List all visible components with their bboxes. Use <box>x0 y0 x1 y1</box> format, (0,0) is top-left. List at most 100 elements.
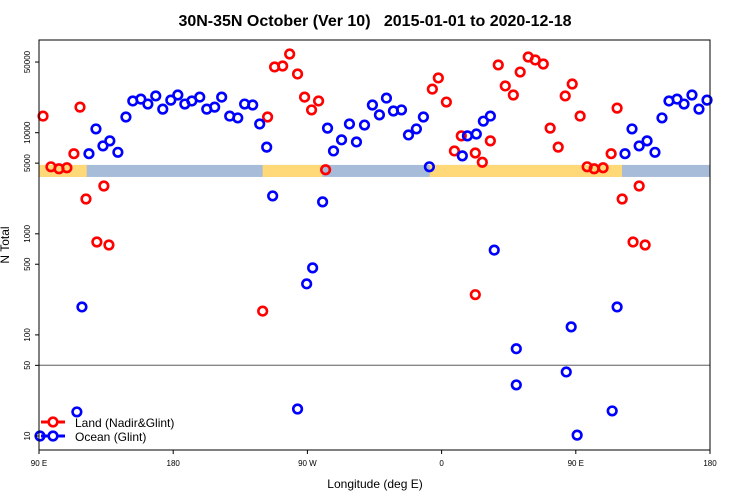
x-axis-label: Longitude (deg E) <box>327 477 422 491</box>
land-data-point <box>639 239 651 251</box>
land-data-point <box>80 193 92 205</box>
ocean-data-point <box>477 115 489 127</box>
ocean-data-point <box>83 148 95 160</box>
ocean-data-point <box>678 98 690 110</box>
ocean-data-point <box>343 118 356 130</box>
ocean-data-point <box>366 99 379 111</box>
ocean-data-point <box>619 148 631 160</box>
y-tick-label: 500 <box>23 257 32 271</box>
ocean-data-point <box>461 130 473 142</box>
ocean-data-point <box>112 146 124 158</box>
ocean-data-point <box>97 140 109 152</box>
ocean-data-point <box>209 101 221 113</box>
land-data-point <box>455 130 467 142</box>
land-data-point <box>432 72 444 84</box>
legend-item-land: Land (Nadir&Glint) <box>41 416 174 430</box>
ocean-data-point <box>611 301 623 313</box>
ocean-data-point <box>417 111 430 123</box>
ocean-data-point <box>456 150 468 162</box>
x-axis: 90 E 180 90 W 0 90 E 180 <box>31 450 717 468</box>
land-data-point <box>469 289 481 301</box>
land-data-point <box>514 66 526 78</box>
ocean-data-point <box>510 343 522 355</box>
land-data-point <box>476 156 488 168</box>
ocean-data-point <box>104 135 116 147</box>
legend-label-ocean: Ocean (Glint) <box>75 430 146 444</box>
land-data-point <box>537 58 549 70</box>
land-data-point <box>559 90 571 102</box>
ocean-data-point <box>395 104 408 116</box>
land-data-point <box>277 60 289 72</box>
y-tick-label: 50000 <box>23 50 32 73</box>
land-data-point <box>74 101 86 113</box>
ocean-data-point <box>380 92 393 104</box>
y-axis: 10 50 100 500 1000 5000 10000 50000 <box>23 50 39 440</box>
legend-item-ocean: Ocean (Glint) <box>41 430 146 444</box>
legend: Land (Nadir&Glint) Ocean (Glint) <box>41 416 174 444</box>
land-data-point <box>597 162 609 174</box>
ocean-data-point <box>90 123 102 135</box>
ocean-data-point <box>484 110 496 122</box>
ocean-data-point <box>120 111 132 123</box>
land-data-point <box>298 91 311 103</box>
land-data-point <box>261 111 274 123</box>
x-tick-label: 90 E <box>31 459 47 468</box>
x-tick-label: 90 E <box>568 459 584 468</box>
land-data-point <box>484 135 496 147</box>
ocean-data-point <box>671 93 683 105</box>
x-tick-label: 0 <box>439 459 444 468</box>
land-data-point <box>68 148 80 160</box>
ocean-data-point <box>510 379 522 391</box>
ocean-data-point <box>71 406 83 418</box>
ocean-data-point <box>686 89 698 101</box>
ocean-data-point <box>301 278 313 290</box>
ocean-data-point <box>327 145 340 157</box>
ocean-data-point <box>165 94 177 106</box>
land-data-point <box>426 83 438 95</box>
ocean-data-point <box>350 136 363 148</box>
plot-frame <box>38 39 711 451</box>
land-data-point <box>566 78 578 90</box>
ocean-data-point <box>335 134 348 146</box>
ocean-data-point <box>488 244 500 256</box>
ocean-data-point <box>321 122 334 134</box>
ocean-data-point <box>626 123 638 135</box>
land-data-point <box>98 180 110 192</box>
land-data-point <box>37 110 49 122</box>
y-tick-label: 10 <box>23 431 32 440</box>
y-tick-label: 10000 <box>23 121 32 144</box>
land-data-point <box>103 239 115 251</box>
ocean-data-point <box>307 262 319 274</box>
land-band-segment <box>262 164 323 177</box>
chart-title: 30N-35N October (Ver 10) 2015-01-01 to 2… <box>178 13 571 30</box>
land-data-point <box>552 141 564 153</box>
y-axis-label: N Total <box>0 226 12 263</box>
land-data-point <box>284 48 296 60</box>
land-data-point <box>469 147 481 159</box>
ocean-data-point <box>470 128 482 140</box>
ocean-data-point <box>76 301 88 313</box>
land-data-point <box>611 102 623 114</box>
ocean-data-point <box>560 366 572 378</box>
land-data-point <box>633 180 645 192</box>
land-data-point <box>605 148 617 160</box>
ocean-data-point <box>656 112 668 124</box>
ocean-data-point <box>135 93 147 105</box>
ocean-data-point <box>267 190 279 202</box>
ocean-data-point <box>571 429 583 441</box>
ocean-data-point <box>701 94 713 106</box>
ocean-data-point <box>402 129 415 141</box>
land-band-segment <box>429 164 623 177</box>
land-data-point <box>492 59 504 71</box>
ocean-data-point <box>150 90 162 102</box>
legend-label-land: Land (Nadir&Glint) <box>75 416 174 430</box>
y-tick-label: 50 <box>23 360 32 369</box>
ocean-data-point <box>358 119 371 131</box>
land-data-point <box>440 96 452 108</box>
data-points <box>34 48 713 442</box>
ocean-data-point <box>157 103 169 115</box>
land-data-point <box>627 236 639 248</box>
land-data-point <box>448 145 461 157</box>
ocean-data-point <box>216 91 228 103</box>
land-data-point <box>91 236 103 248</box>
